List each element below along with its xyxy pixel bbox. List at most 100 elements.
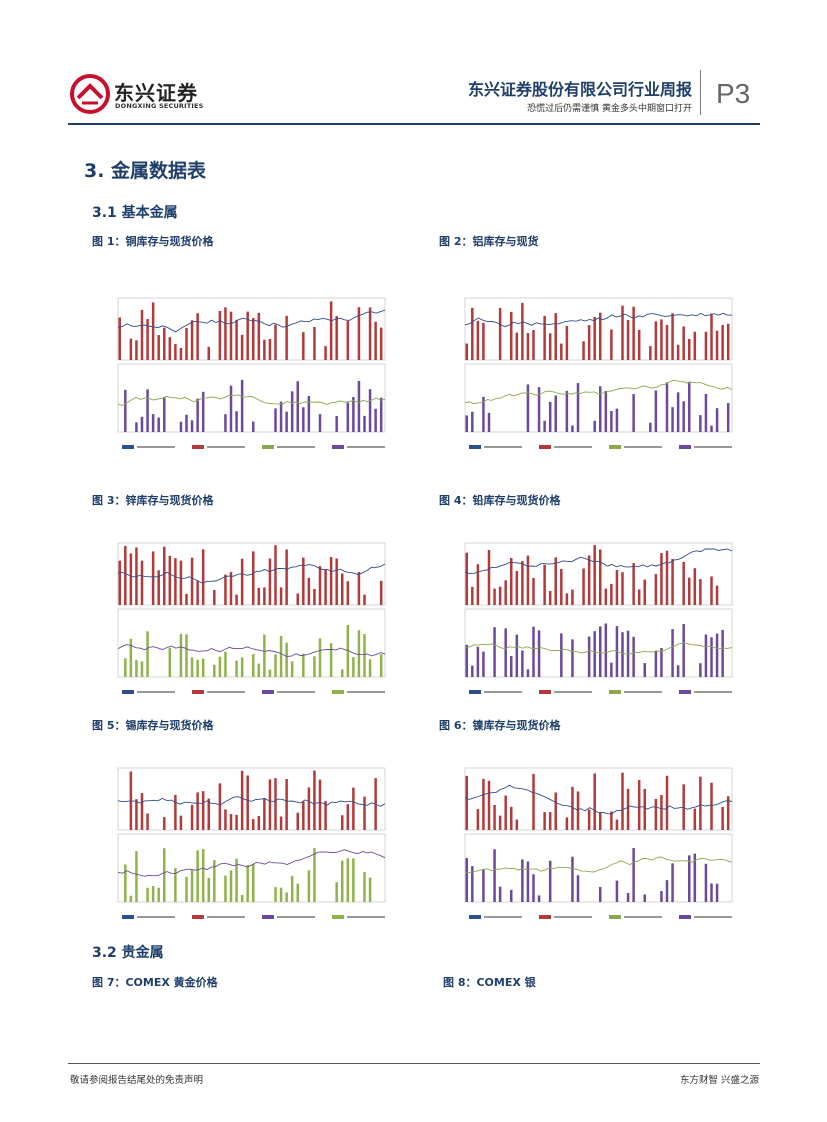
upper-inventory-bar — [487, 780, 491, 830]
legend-swatch — [192, 445, 204, 449]
upper-panel-frame — [117, 767, 386, 831]
lower-inventory-bar — [235, 411, 238, 432]
upper-inventory-bar — [263, 798, 266, 830]
lower-inventory-bar — [229, 870, 233, 902]
figure-5-chart-graphic — [117, 767, 386, 919]
figure-1-chart-graphic — [117, 297, 386, 449]
upper-inventory-bar — [587, 325, 591, 360]
upper-inventory-bar — [224, 307, 227, 360]
lower-inventory-bar — [721, 629, 724, 677]
legend-label-placeholder — [347, 691, 385, 693]
upper-inventory-bar — [565, 325, 569, 360]
upper-inventory-bar — [532, 329, 535, 360]
lower-inventory-bar — [532, 626, 535, 677]
upper-inventory-bar — [124, 545, 127, 605]
footer-slogan: 东方财智 兴盛之源 — [679, 1075, 759, 1086]
legend-swatch — [539, 915, 551, 919]
upper-inventory-bar — [543, 812, 546, 830]
lower-inventory-bar — [715, 883, 719, 902]
lower-inventory-bar — [140, 416, 144, 432]
upper-inventory-bar — [240, 334, 244, 360]
page-number: P3 — [716, 78, 751, 109]
upper-inventory-bar — [699, 579, 702, 605]
lower-inventory-bar — [504, 628, 507, 677]
upper-inventory-bar — [593, 773, 596, 830]
upper-inventory-bar — [710, 576, 713, 605]
upper-inventory-bar — [543, 315, 546, 360]
upper-inventory-bar — [626, 788, 630, 830]
upper-inventory-bar — [240, 770, 244, 830]
legend-swatch — [332, 445, 344, 449]
upper-inventory-bar — [515, 819, 519, 830]
lower-inventory-bar — [493, 627, 496, 677]
upper-inventory-bar — [229, 571, 233, 605]
upper-inventory-bar — [493, 804, 496, 830]
upper-inventory-bar — [224, 809, 227, 830]
lower-inventory-bar — [129, 895, 133, 902]
legend-label-placeholder — [484, 691, 522, 693]
upper-inventory-bar — [621, 772, 624, 830]
lower-inventory-bar — [357, 630, 361, 677]
upper-inventory-bar — [274, 778, 277, 830]
legend-label-placeholder — [207, 691, 245, 693]
upper-inventory-bar — [379, 580, 383, 605]
legend-swatch — [262, 445, 274, 449]
upper-inventory-bar — [179, 560, 183, 605]
figure-2-chart-graphic — [464, 297, 733, 449]
lower-inventory-bar — [676, 392, 680, 432]
upper-inventory-bar — [726, 796, 730, 830]
upper-inventory-bar — [593, 316, 596, 360]
legend-label-placeholder — [484, 446, 522, 448]
upper-inventory-bar — [610, 583, 613, 605]
upper-inventory-bar — [710, 782, 713, 830]
legend-label-placeholder — [207, 446, 245, 448]
lower-inventory-bar — [240, 379, 244, 432]
upper-inventory-bar — [682, 561, 685, 605]
figure-8-caption: 图 8：COMEX 银 — [443, 976, 536, 989]
upper-inventory-bar — [218, 310, 222, 360]
upper-inventory-bar — [676, 344, 680, 360]
upper-inventory-bar — [493, 588, 496, 605]
figure-6-chart-graphic — [464, 767, 733, 919]
upper-inventory-bar — [302, 332, 305, 360]
upper-inventory-bar — [163, 546, 166, 605]
logo-chinese-name: 东兴证券 — [114, 81, 198, 105]
upper-inventory-bar — [268, 779, 272, 830]
upper-inventory-bar — [296, 593, 300, 605]
upper-inventory-bar — [285, 315, 288, 360]
upper-inventory-bar — [587, 555, 591, 605]
lower-inventory-bar — [179, 633, 183, 677]
lower-inventory-bar — [368, 389, 372, 432]
legend-label-placeholder — [277, 446, 315, 448]
legend-swatch — [469, 445, 481, 449]
upper-inventory-bar — [335, 316, 338, 360]
legend-label-placeholder — [554, 916, 592, 918]
lower-inventory-bar — [482, 869, 485, 902]
lower-inventory-bar — [379, 654, 383, 677]
lower-inventory-bar — [151, 414, 155, 432]
upper-inventory-bar — [554, 313, 558, 360]
upper-inventory-bar — [504, 580, 507, 605]
upper-price-line — [117, 796, 386, 807]
upper-inventory-bar — [726, 323, 730, 360]
lower-inventory-bar — [213, 664, 216, 677]
lower-inventory-bar — [526, 861, 530, 902]
lower-inventory-bar — [510, 889, 513, 902]
upper-inventory-bar — [357, 572, 361, 605]
lower-inventory-bar — [465, 415, 469, 432]
lower-inventory-bar — [699, 415, 702, 432]
lower-inventory-bar — [185, 414, 188, 432]
lower-inventory-bar — [240, 895, 244, 902]
lower-inventory-bar — [521, 650, 524, 677]
upper-inventory-bar — [157, 570, 160, 605]
figure-6-caption: 图 6：镍库存与现货价格 — [439, 719, 561, 732]
upper-inventory-bar — [654, 798, 658, 830]
upper-inventory-bar — [571, 589, 574, 605]
lower-inventory-bar — [682, 401, 685, 432]
upper-inventory-bar — [163, 327, 166, 360]
upper-price-line — [464, 312, 733, 328]
upper-inventory-bar — [621, 305, 624, 360]
lower-inventory-bar — [599, 386, 602, 432]
lower-inventory-bar — [279, 401, 283, 432]
upper-inventory-bar — [279, 816, 283, 830]
